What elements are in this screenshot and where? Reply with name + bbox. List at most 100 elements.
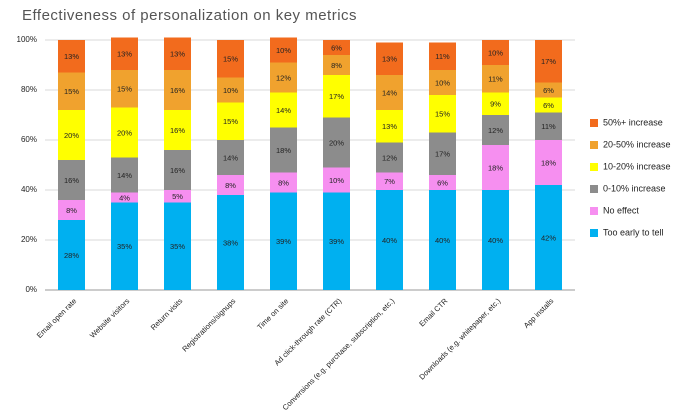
bar-segment: [111, 70, 138, 108]
data-label: 15%: [117, 85, 132, 94]
legend-swatch: [590, 207, 598, 215]
bar-segment: [535, 82, 562, 98]
x-tick-label: Registrations/signups: [180, 296, 237, 353]
bar-segment: [535, 185, 562, 290]
data-label: 16%: [170, 86, 185, 95]
data-label: 39%: [329, 237, 344, 246]
legend-swatch: [590, 119, 598, 127]
data-label: 16%: [64, 176, 79, 185]
y-tick-label: 40%: [21, 185, 37, 194]
bar-segment: [217, 102, 244, 140]
x-tick-label: Return visits: [149, 296, 185, 332]
data-label: 28%: [64, 251, 79, 260]
bar-segment: [482, 65, 509, 93]
data-label: 4%: [119, 193, 130, 202]
data-label: 6%: [437, 178, 448, 187]
data-label: 40%: [382, 236, 397, 245]
bar-segment: [58, 200, 85, 220]
y-tick-label: 100%: [17, 35, 37, 44]
bar-segment: [376, 110, 403, 143]
bar-segment: [217, 140, 244, 175]
bar-segment: [323, 75, 350, 118]
bar-segment: [482, 40, 509, 65]
bar-segment: [429, 175, 456, 190]
data-label: 39%: [276, 237, 291, 246]
bar-segment: [58, 160, 85, 200]
data-label: 17%: [329, 92, 344, 101]
bar-segment: [270, 127, 297, 173]
data-label: 18%: [541, 158, 556, 167]
legend-swatch: [590, 229, 598, 237]
bar-segment: [58, 40, 85, 73]
chart-title: Effectiveness of personalization on key …: [22, 7, 357, 24]
data-label: 15%: [223, 117, 238, 126]
data-label: 6%: [543, 86, 554, 95]
data-label: 35%: [117, 242, 132, 251]
data-label: 6%: [543, 101, 554, 110]
bar-segment: [111, 192, 138, 203]
data-label: 42%: [541, 233, 556, 242]
data-label: 20%: [117, 128, 132, 137]
data-label: 10%: [435, 78, 450, 87]
x-tick-label: Conversions (e.g. purchase, subscription…: [281, 296, 397, 412]
bar-segment: [111, 157, 138, 193]
bar-segment: [111, 37, 138, 70]
data-label: 10%: [329, 176, 344, 185]
bar-segment: [429, 132, 456, 175]
data-label: 14%: [382, 88, 397, 97]
data-label: 18%: [488, 163, 503, 172]
data-label: 38%: [223, 238, 238, 247]
bar-segment: [217, 40, 244, 78]
data-label: 40%: [435, 236, 450, 245]
bar-segment: [429, 70, 456, 95]
data-label: 17%: [541, 57, 556, 66]
bar-segment: [482, 92, 509, 115]
bar-segment: [164, 37, 191, 70]
bar-segment: [323, 55, 350, 75]
bar-segment: [164, 110, 191, 150]
legend-label: 0-10% increase: [603, 183, 666, 193]
data-label: 8%: [66, 206, 77, 215]
bar-segment: [270, 172, 297, 193]
bar-segment: [270, 92, 297, 128]
data-label: 8%: [331, 61, 342, 70]
y-tick-label: 0%: [25, 285, 37, 294]
bar-segment: [323, 40, 350, 55]
bar-segment: [482, 145, 509, 190]
data-label: 15%: [64, 87, 79, 96]
bar-segment: [376, 172, 403, 190]
x-tick-label: Website visitors: [88, 296, 132, 340]
legend-label: No effect: [603, 205, 639, 215]
bar-segment: [58, 110, 85, 160]
bar-segment: [164, 202, 191, 290]
bar-segment: [429, 190, 456, 290]
legend-swatch: [590, 185, 598, 193]
bar-segment: [217, 77, 244, 103]
data-label: 15%: [223, 55, 238, 64]
legend-label: 10-20% increase: [603, 161, 671, 171]
data-label: 20%: [64, 131, 79, 140]
data-label: 12%: [488, 126, 503, 135]
legend-label: Too early to tell: [603, 227, 664, 237]
bar-segment: [482, 115, 509, 145]
bar-segment: [270, 192, 297, 290]
bar-segment: [217, 195, 244, 290]
data-label: 10%: [276, 46, 291, 55]
bar-segment: [323, 117, 350, 168]
bar-segment: [376, 42, 403, 75]
data-label: 40%: [488, 236, 503, 245]
data-label: 16%: [170, 166, 185, 175]
data-label: 13%: [382, 55, 397, 64]
bar-segment: [429, 42, 456, 70]
data-label: 14%: [276, 106, 291, 115]
data-label: 10%: [488, 48, 503, 57]
data-label: 35%: [170, 242, 185, 251]
bar-segment: [376, 75, 403, 110]
data-label: 13%: [170, 50, 185, 59]
bar-segment: [111, 107, 138, 158]
legend-label: 20-50% increase: [603, 139, 671, 149]
bar-segment: [217, 175, 244, 195]
data-label: 14%: [117, 171, 132, 180]
data-label: 13%: [382, 122, 397, 131]
bar-segment: [164, 190, 191, 203]
